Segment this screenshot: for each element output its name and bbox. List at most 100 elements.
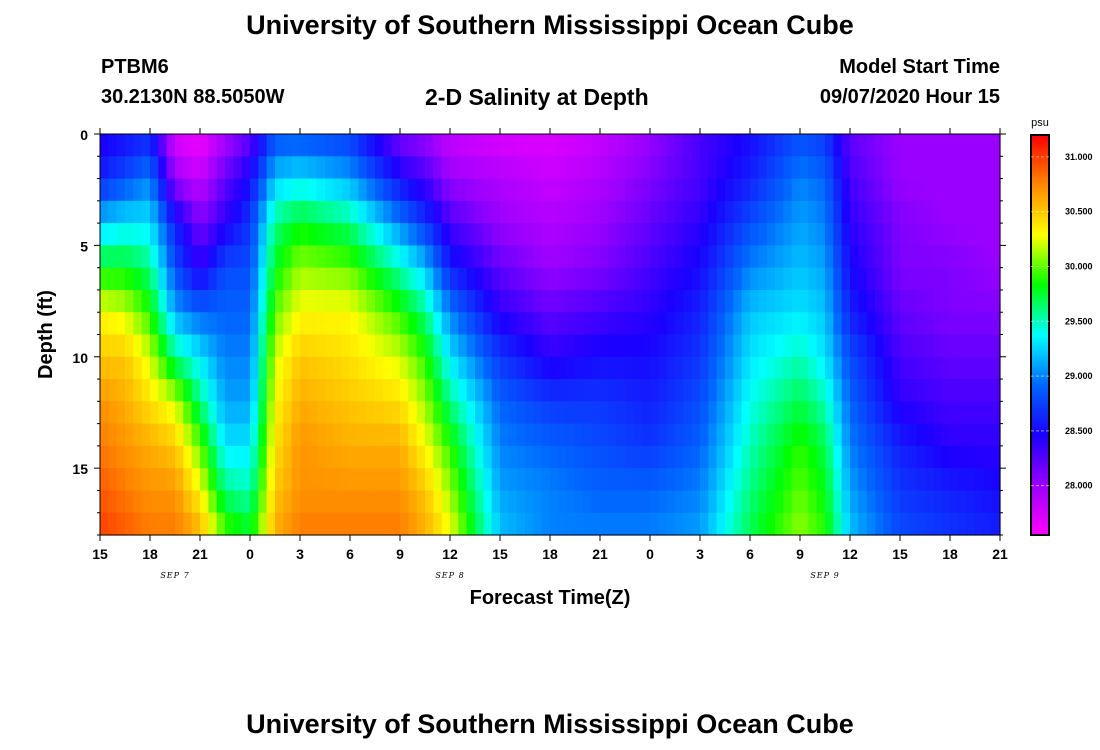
- heatmap-cell: [758, 379, 768, 402]
- heatmap-cell: [425, 445, 434, 469]
- heatmap-cell: [658, 200, 668, 224]
- heatmap-cell: [841, 356, 851, 380]
- heatmap-cell: [891, 468, 901, 492]
- heatmap-cell: [450, 223, 459, 246]
- heatmap-cell: [841, 490, 851, 514]
- heatmap-cell: [808, 468, 818, 492]
- heatmap-cell: [333, 267, 343, 291]
- heatmap-cell: [716, 312, 726, 336]
- heatmap-cell: [566, 490, 576, 514]
- heatmap-cell: [566, 423, 576, 447]
- heatmap-cell: [758, 401, 768, 425]
- heatmap-cell: [591, 312, 601, 336]
- heatmap-cell: [208, 401, 218, 425]
- heatmap-cell: [250, 468, 259, 492]
- heatmap-cell: [250, 379, 259, 402]
- heatmap-cell: [291, 267, 301, 291]
- heatmap-cell: [133, 401, 143, 425]
- heatmap-cell: [750, 134, 759, 157]
- heatmap-cell: [350, 490, 359, 514]
- heatmap-cell: [733, 223, 743, 246]
- heatmap-cell: [408, 312, 418, 336]
- heatmap-cell: [433, 289, 443, 313]
- heatmap-cell: [100, 468, 109, 492]
- colorbar-tick-label: 29.500: [1065, 316, 1093, 326]
- heatmap-cell: [300, 267, 309, 291]
- heatmap-cell: [375, 334, 384, 358]
- heatmap-cell: [525, 423, 534, 447]
- heatmap-cell: [525, 490, 534, 514]
- heatmap-cell: [283, 423, 293, 447]
- heatmap-cell: [841, 267, 851, 291]
- heatmap-cell: [258, 379, 268, 402]
- heatmap-cell: [991, 312, 1001, 336]
- heatmap-cell: [541, 134, 551, 157]
- model-start-value: 09/07/2020 Hour 15: [819, 86, 1000, 108]
- heatmap-cell: [591, 379, 601, 402]
- heatmap-cell: [516, 490, 526, 514]
- heatmap-cell: [141, 356, 151, 380]
- heatmap-cell: [625, 289, 634, 313]
- heatmap-cell: [266, 223, 276, 246]
- heatmap-cell: [733, 134, 743, 157]
- heatmap-cell: [216, 356, 226, 380]
- heatmap-cell: [550, 200, 559, 224]
- heatmap-cell: [325, 178, 334, 202]
- heatmap-cell: [691, 267, 701, 291]
- heatmap-cell: [250, 178, 259, 202]
- heatmap-cell: [800, 289, 809, 313]
- heatmap-cell: [733, 379, 743, 402]
- heatmap-cell: [241, 134, 251, 157]
- heatmap-cell: [550, 401, 559, 425]
- heatmap-cell: [208, 245, 218, 269]
- heatmap-cell: [725, 134, 734, 157]
- heatmap-cell: [191, 468, 201, 492]
- heatmap-cell: [650, 512, 659, 536]
- heatmap-cell: [900, 490, 909, 514]
- heatmap-cell: [416, 490, 426, 514]
- heatmap-cell: [808, 334, 818, 358]
- heatmap-cell: [833, 468, 843, 492]
- heatmap-cell: [275, 245, 284, 269]
- heatmap-cell: [383, 468, 393, 492]
- heatmap-cell: [416, 223, 426, 246]
- heatmap-cell: [333, 468, 343, 492]
- heatmap-cell: [141, 245, 151, 269]
- heatmap-cell: [850, 156, 859, 180]
- heatmap-cell: [791, 200, 801, 224]
- heatmap-cell: [400, 512, 409, 536]
- heatmap-cell: [450, 267, 459, 291]
- heatmap-cell: [383, 267, 393, 291]
- heatmap-cell: [183, 245, 193, 269]
- heatmap-cell: [541, 445, 551, 469]
- heatmap-cell: [658, 445, 668, 469]
- heatmap-cell: [166, 490, 176, 514]
- heatmap-cell: [841, 423, 851, 447]
- heatmap-cell: [216, 223, 226, 246]
- heatmap-cell: [333, 156, 343, 180]
- heatmap-cell: [500, 312, 509, 336]
- heatmap-cell: [758, 445, 768, 469]
- heatmap-cell: [791, 245, 801, 269]
- heatmap-cell: [850, 334, 859, 358]
- heatmap-cell: [233, 223, 243, 246]
- heatmap-cell: [566, 334, 576, 358]
- heatmap-cell: [216, 512, 226, 536]
- heatmap-cell: [533, 423, 543, 447]
- heatmap-cell: [133, 200, 143, 224]
- heatmap-cell: [475, 289, 484, 313]
- heatmap-cell: [491, 200, 501, 224]
- heatmap-cell: [733, 445, 743, 469]
- heatmap-cell: [508, 401, 518, 425]
- heatmap-cell: [433, 245, 443, 269]
- heatmap-cell: [433, 401, 443, 425]
- heatmap-cell: [775, 423, 784, 447]
- heatmap-cell: [241, 312, 251, 336]
- heatmap-cell: [883, 223, 893, 246]
- heatmap-cell: [491, 267, 501, 291]
- heatmap-cell: [358, 289, 368, 313]
- heatmap-cell: [308, 267, 318, 291]
- heatmap-cell: [883, 156, 893, 180]
- heatmap-cell: [883, 468, 893, 492]
- heatmap-cell: [800, 178, 809, 202]
